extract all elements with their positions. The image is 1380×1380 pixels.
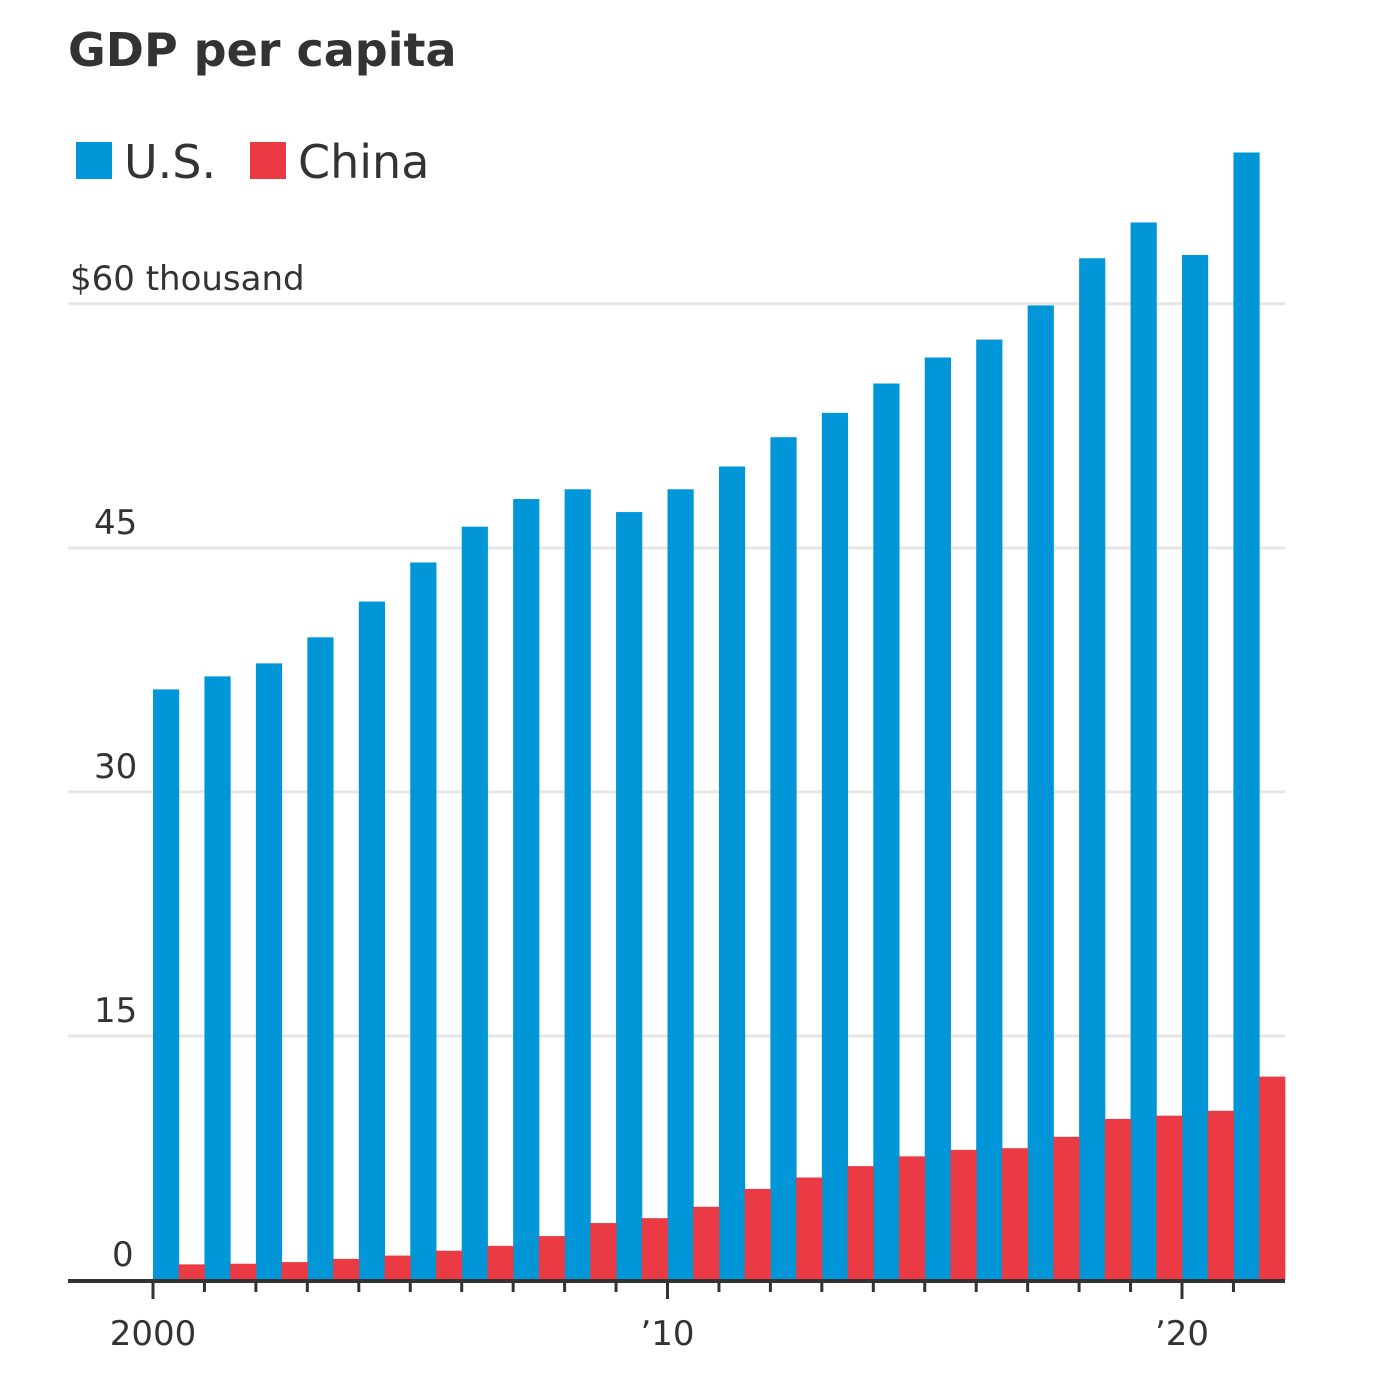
bar-us-2005 xyxy=(410,562,437,1280)
legend-swatch-china xyxy=(250,142,286,179)
bar-us-2007 xyxy=(513,499,540,1280)
bar-us-2001 xyxy=(204,676,231,1280)
x-axis-ticks xyxy=(151,1282,1235,1299)
bar-china-2012 xyxy=(796,1177,823,1280)
x-tick-label-2010: ’10 xyxy=(640,1314,694,1354)
bar-china-2018 xyxy=(1104,1118,1131,1280)
bar-china-2021 xyxy=(1259,1076,1286,1280)
bar-china-2017 xyxy=(1053,1136,1080,1280)
bar-us-2006 xyxy=(461,526,488,1280)
bar-china-2002 xyxy=(281,1262,308,1280)
x-tick-label-2000: 2000 xyxy=(110,1314,197,1354)
bar-us-2002 xyxy=(255,663,283,1280)
bar-china-2000 xyxy=(178,1264,205,1280)
y-tick-label-45: 45 xyxy=(94,503,137,543)
legend-label-china: China xyxy=(298,135,429,189)
x-axis-labels: 2000 ’10 ’20 xyxy=(110,1314,1209,1354)
bar-china-2006 xyxy=(487,1245,514,1280)
bar-china-2007 xyxy=(538,1236,566,1280)
bar-china-2016 xyxy=(1001,1148,1029,1280)
bar-us-2004 xyxy=(358,601,385,1280)
bar-us-2000 xyxy=(153,689,180,1280)
bar-china-2015 xyxy=(950,1149,977,1280)
bar-china-2013 xyxy=(847,1166,874,1280)
legend-swatch-us xyxy=(76,142,112,179)
bar-china-2008 xyxy=(590,1223,617,1280)
bars xyxy=(153,152,1286,1281)
bar-us-2010 xyxy=(667,489,694,1280)
bar-china-2014 xyxy=(899,1156,926,1280)
legend-label-us: U.S. xyxy=(124,135,216,189)
bar-us-2003 xyxy=(307,637,334,1280)
chart-title: GDP per capita xyxy=(68,23,457,77)
bar-china-2020 xyxy=(1207,1110,1234,1280)
y-tick-label-0: 0 xyxy=(112,1235,134,1275)
bar-us-2008 xyxy=(564,489,591,1280)
y-tick-label-30: 30 xyxy=(94,747,137,787)
bar-china-2004 xyxy=(384,1255,411,1280)
bar-china-2005 xyxy=(435,1250,463,1280)
bar-us-2011 xyxy=(718,466,746,1280)
x-tick-label-2020: ’20 xyxy=(1155,1314,1209,1354)
bar-us-2012 xyxy=(770,437,797,1280)
bar-us-2014 xyxy=(873,383,900,1280)
y-tick-label-15: 15 xyxy=(94,991,137,1031)
bar-china-2010 xyxy=(693,1206,720,1280)
bar-us-2016 xyxy=(976,339,1003,1280)
bar-us-2009 xyxy=(616,512,643,1280)
bar-china-2009 xyxy=(641,1218,668,1280)
bar-us-2018 xyxy=(1079,258,1106,1280)
bar-china-2003 xyxy=(333,1258,360,1280)
bar-us-2015 xyxy=(924,357,951,1281)
y-tick-label-60: $60 thousand xyxy=(70,259,305,299)
bar-us-2013 xyxy=(821,412,849,1281)
bar-china-2019 xyxy=(1156,1115,1183,1280)
bar-us-2020 xyxy=(1182,254,1209,1281)
bar-china-2001 xyxy=(230,1263,257,1280)
legend: U.S. China xyxy=(76,135,429,189)
bar-us-2019 xyxy=(1130,222,1157,1281)
bar-us-2021 xyxy=(1233,152,1260,1280)
bar-us-2017 xyxy=(1027,305,1054,1280)
y-axis-labels: 0 15 30 45 $60 thousand xyxy=(70,259,305,1275)
bar-china-2011 xyxy=(744,1188,771,1280)
